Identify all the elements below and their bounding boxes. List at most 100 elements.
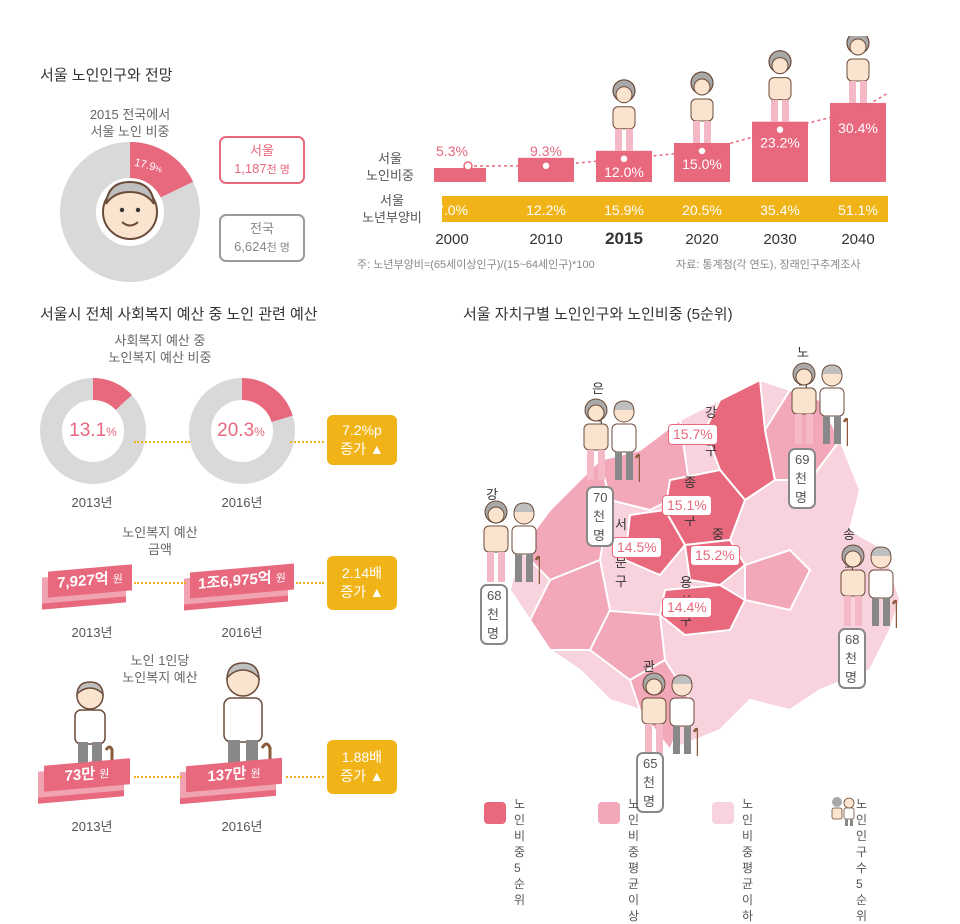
map-yangcheon — [528, 558, 612, 651]
budget-increase-label: 증가 ▲ — [340, 584, 384, 600]
elder-woman-icon-2030 — [768, 50, 792, 122]
year-label-2015: 2015 — [605, 229, 643, 248]
legend-label-2: 노인비중 평균 이하 — [742, 797, 754, 923]
per-capita-title-line2: 노인복지 예산 — [122, 670, 198, 685]
ratio-label-2015: 12.0% — [604, 164, 644, 180]
per-increase-box: 1.88배 증가 ▲ — [327, 740, 397, 794]
dependency-label-2015: 15.9% — [604, 202, 644, 218]
elder-couple-icon-2 — [483, 500, 540, 584]
legend-swatch-1 — [598, 802, 620, 824]
ratio-point-2010 — [541, 161, 551, 171]
per-capita-title: 노인 1인당 노인복지 예산 — [90, 652, 230, 686]
year-label-2020: 2020 — [685, 231, 718, 248]
elder-couple-icon-0 — [583, 398, 640, 482]
district-pct-2: 14.5% — [612, 537, 662, 558]
seoul-share-donut — [60, 142, 200, 282]
budget-title: 노인복지 예산 금액 — [90, 524, 230, 558]
legend-swatch-2 — [712, 802, 734, 824]
dependency-label-2040: 51.1% — [838, 202, 878, 218]
district-pct-4: 14.4% — [662, 597, 712, 618]
elder-trend-chart: 5.3% 9.3% 12.0% 15.0% 23.2% 30.4% 7.0% 12.2% 15.… — [434, 36, 889, 248]
ratio-point-2020 — [697, 146, 707, 156]
ratio-point-2000 — [463, 161, 473, 171]
ratio-label-2000: 5.3% — [436, 143, 468, 159]
ratio-label-2030: 23.2% — [760, 135, 800, 151]
data-source: 자료: 통계청(각 연도), 장래인구추계조사 — [676, 259, 861, 271]
district-count-2: 68천명 — [480, 584, 509, 645]
budget-2016-stack: 1조6,975억 원 — [184, 563, 294, 611]
per-connector-2 — [286, 776, 324, 778]
district-count-4: 65천명 — [636, 752, 665, 813]
dependency-band — [442, 196, 888, 222]
budget-2013-stack: 7,927억 원 — [42, 564, 132, 610]
row-label-dependency-1: 서울 — [380, 193, 404, 208]
district-count-3: 68천명 — [838, 628, 867, 689]
share-2013-label: 13.1% — [69, 420, 117, 441]
budget-year-2016: 2016년 — [221, 625, 263, 640]
elder-woman-icon-2040 — [846, 36, 870, 103]
per-connector-1 — [134, 776, 182, 778]
donut-title: 2015 전국에서 서울 노인 비중 — [60, 106, 200, 140]
year-label-2030: 2030 — [763, 231, 796, 248]
share-increase-label: 증가 ▲ — [340, 441, 384, 457]
ratio-label-2010: 9.3% — [530, 143, 562, 159]
budget-year-2013: 2013년 — [71, 625, 113, 640]
budget-increase-box: 2.14배 증가 ▲ — [327, 556, 397, 610]
elder-couple-icon-4 — [641, 672, 698, 756]
share-year-2013: 2013년 — [71, 495, 113, 510]
elder-face-icon — [102, 180, 158, 240]
seoul-callout-label: 서울 — [250, 143, 274, 158]
budget-connector-1 — [134, 582, 186, 584]
donut-arc — [129, 142, 194, 199]
nation-callout-value: 6,624천 명 — [234, 239, 290, 254]
per-increase-value: 1.88배 — [341, 749, 383, 765]
row-label-ratio-1: 서울 — [378, 151, 402, 166]
elder-man-large-icon — [223, 662, 272, 770]
share-2013-donut — [40, 378, 146, 484]
ratio-bar-2040 — [830, 102, 886, 182]
share-increase-box: 7.2%p 증가 ▲ — [327, 415, 397, 465]
share-title-line1: 사회복지 예산 중 — [114, 333, 206, 348]
legend-label-0: 노인비중 5순위 — [514, 797, 526, 907]
district-pct-0: 15.7% — [668, 424, 718, 445]
row-label-dependency-2: 노년부양비 — [362, 210, 422, 225]
share-increase-value: 7.2%p — [342, 422, 382, 438]
section3-title: 서울 자치구별 노인인구와 노인비중 (5순위) — [463, 306, 733, 323]
seoul-callout-value: 1,187천 명 — [234, 161, 290, 176]
year-label-2040: 2040 — [841, 231, 874, 248]
budget-connector-2 — [296, 582, 324, 584]
year-label-2000: 2000 — [435, 231, 468, 248]
year-label-2010: 2010 — [529, 231, 562, 248]
donut-title-line1: 2015 전국에서 — [89, 107, 171, 122]
ratio-bar-2000 — [434, 168, 486, 182]
per-2013-stack: 73만 원 — [38, 758, 130, 804]
nation-callout: 전국 6,624천 명 — [219, 214, 305, 262]
per-year-2013: 2013년 — [71, 819, 113, 834]
row-label-dependency: 서울 노년부양비 — [356, 192, 428, 226]
per-capita-title-line1: 노인 1인당 — [130, 653, 190, 668]
ratio-label-2040: 30.4% — [838, 120, 878, 136]
section2-title: 서울시 전체 사회복지 예산 중 노인 관련 예산 — [40, 306, 318, 323]
nation-callout-label: 전국 — [250, 221, 274, 236]
map-seongdong — [744, 548, 812, 612]
ratio-label-2020: 15.0% — [682, 156, 722, 172]
donut-title-line2: 서울 노인 비중 — [90, 124, 170, 139]
dependency-note: 주: 노년부양비=(65세이상인구)/(15~64세인구)*100 — [357, 259, 595, 271]
section1-title: 서울 노인인구와 전망 — [40, 67, 173, 84]
legend-elder-couple-icon — [831, 797, 855, 826]
elder-couple-icon-3 — [840, 544, 897, 628]
share-year-2016: 2016년 — [221, 495, 263, 510]
share-2013-arc — [92, 378, 132, 411]
district-count-0: 70천명 — [586, 486, 615, 547]
per-year-2016: 2016년 — [221, 819, 263, 834]
ratio-point-2015 — [619, 154, 629, 164]
elder-woman-icon-2020 — [690, 71, 714, 143]
share-2016-donut — [189, 378, 295, 484]
row-label-ratio: 서울 노인비중 — [360, 150, 420, 184]
budget-increase-value: 2.14배 — [341, 565, 383, 581]
elder-woman-icon-2015 — [612, 79, 636, 151]
elder-couple-icon-1 — [791, 362, 848, 446]
per-2016-stack: 137만 원 — [180, 757, 282, 805]
legend-swatch-0 — [484, 802, 506, 824]
ratio-point-2030 — [775, 124, 785, 135]
